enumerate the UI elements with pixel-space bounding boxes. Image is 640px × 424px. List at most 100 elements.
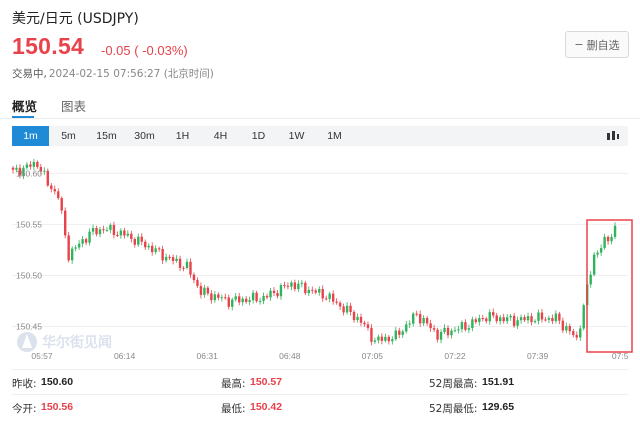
candle-body	[394, 330, 397, 340]
candle-body	[293, 282, 297, 290]
candle-body	[43, 170, 46, 172]
candle-body	[370, 327, 373, 342]
candle-body	[464, 322, 467, 330]
candle-body	[526, 316, 530, 321]
candle-body	[255, 292, 258, 302]
candle-body	[217, 294, 220, 298]
y-tick-label: 150.45	[16, 321, 42, 331]
candle-body	[102, 229, 105, 231]
candle-body	[422, 318, 425, 324]
highlight-box	[586, 219, 633, 353]
candle-body	[610, 236, 613, 242]
candle-body	[70, 248, 74, 261]
candle-body	[467, 328, 471, 330]
candle-body	[15, 167, 18, 170]
candle-body	[415, 313, 418, 315]
candle-body	[168, 256, 171, 258]
candle-body	[64, 210, 67, 236]
candle-body	[147, 245, 150, 248]
candle-body	[429, 323, 432, 329]
candle-body	[192, 274, 196, 281]
candle-body	[57, 191, 60, 199]
candle-body	[238, 296, 241, 303]
candle-body	[352, 311, 356, 321]
candle-body	[492, 312, 495, 316]
candle-body	[457, 329, 460, 331]
candle-body	[53, 189, 56, 192]
candle-body	[46, 170, 49, 186]
candle-body	[175, 258, 178, 261]
candle-body	[241, 298, 244, 303]
tab-chart[interactable]: 图表	[61, 99, 87, 114]
candle-body	[123, 230, 126, 236]
trading-status-label: 交易中,	[12, 68, 47, 80]
candle-body	[11, 167, 15, 170]
candle-body	[105, 229, 109, 231]
candle-body	[276, 293, 279, 297]
period-1d[interactable]: 1D	[251, 130, 266, 142]
period-30m[interactable]: 30m	[134, 130, 155, 142]
period-1mo[interactable]: 1M	[327, 130, 342, 142]
candle-body	[519, 317, 523, 321]
candle-body	[544, 319, 547, 321]
candle-body	[269, 290, 272, 298]
chart-type-button[interactable]	[599, 127, 627, 145]
low-value: 150.42	[250, 401, 283, 413]
current-price: 150.54	[12, 33, 85, 59]
candle-body	[575, 335, 578, 338]
price-change: -0.05 ( -0.03%)	[101, 43, 188, 58]
candle-body	[50, 185, 53, 190]
watermark-logo: 华尔街见闻	[17, 332, 112, 352]
period-1m[interactable]: 1m	[12, 126, 49, 146]
period-15m[interactable]: 15m	[96, 130, 117, 142]
candle-body	[481, 318, 484, 320]
x-tick-label: 07:5	[612, 351, 629, 361]
candle-body	[384, 336, 387, 341]
candle-body	[363, 322, 366, 325]
candle-body	[88, 231, 91, 243]
candle-body	[401, 331, 404, 335]
candle-body	[342, 306, 345, 313]
candle-body	[551, 317, 554, 322]
candle-body	[488, 312, 491, 322]
open-value: 150.56	[41, 401, 74, 413]
high-label: 最高:	[221, 378, 246, 390]
candle-body	[425, 318, 429, 324]
x-tick-label: 06:14	[114, 351, 136, 361]
candle-body	[325, 298, 328, 300]
candle-body	[505, 317, 509, 322]
candle-body	[265, 295, 269, 298]
candle-body	[182, 267, 185, 269]
period-selector	[12, 126, 628, 146]
period-1h[interactable]: 1H	[175, 130, 190, 142]
period-1w[interactable]: 1W	[288, 130, 305, 142]
price-chart[interactable]: 华尔街见闻 150.60 150.55 150.50 150.45 05:57 06:1…	[0, 150, 640, 362]
candle-body	[373, 340, 377, 342]
candle-body	[297, 283, 300, 290]
candle-body	[140, 236, 143, 242]
candle-body	[328, 293, 331, 299]
y-axis-ticks: 150.60 150.55 150.50 150.45	[16, 168, 42, 331]
candle-body	[579, 328, 582, 338]
candle-body	[554, 313, 558, 322]
candle-body	[29, 164, 32, 167]
candle-body	[18, 167, 22, 176]
tab-overview[interactable]: 概览	[12, 99, 38, 114]
candle-body	[606, 236, 610, 242]
candle-body	[547, 317, 551, 320]
candle-body	[157, 248, 161, 250]
period-5m[interactable]: 5m	[61, 130, 76, 142]
candle-body	[116, 235, 119, 237]
period-4h[interactable]: 4H	[213, 130, 228, 142]
candle-body	[432, 328, 436, 330]
remove-watchlist-button[interactable]: − 删自选	[565, 31, 629, 58]
candle-body	[32, 161, 36, 167]
candle-body	[244, 298, 248, 302]
candle-body	[530, 316, 533, 323]
prev-close-value: 150.60	[41, 376, 74, 388]
remove-watchlist-label: 删自选	[586, 38, 620, 52]
candle-body	[39, 166, 43, 172]
candle-body	[568, 326, 571, 332]
candle-body	[589, 274, 592, 285]
high52-value: 151.91	[482, 376, 515, 388]
